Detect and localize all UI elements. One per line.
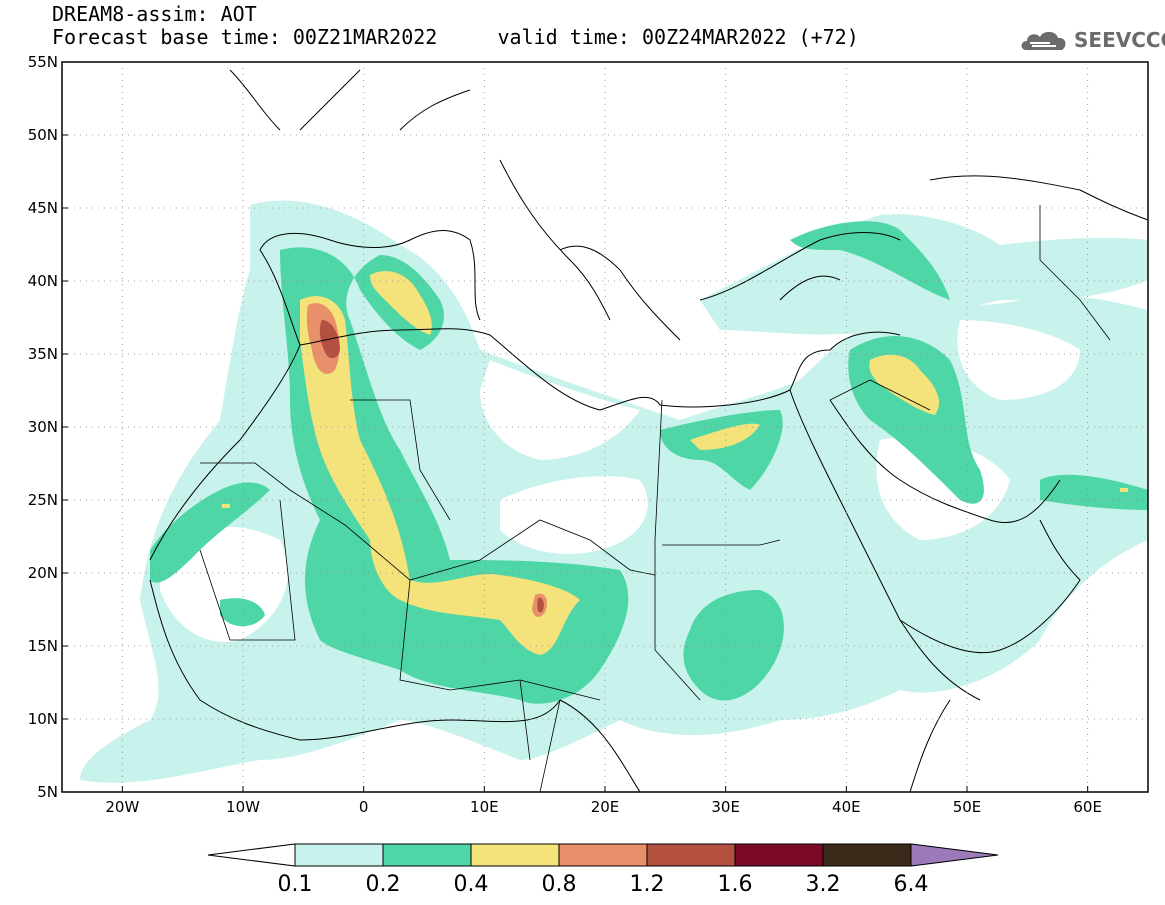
lon-tick-label: 10W <box>226 798 260 816</box>
colorbar-box <box>294 843 384 867</box>
colorbar-level-label: 6.4 <box>894 872 929 897</box>
colorbar-box <box>470 843 560 867</box>
lat-tick-label: 30N <box>28 418 58 436</box>
lat-tick-label: 10N <box>28 710 58 728</box>
lat-tick-label: 5N <box>37 783 58 801</box>
colorbar-level-label: 1.2 <box>630 872 665 897</box>
coastlines <box>149 69 1148 792</box>
colorbar-level-label: 3.2 <box>806 872 841 897</box>
lon-tick-label: 30E <box>711 798 740 816</box>
lat-tick-label: 25N <box>28 491 58 509</box>
gridlines <box>62 62 1148 792</box>
seevccc-logo: SEEVCCC <box>1018 24 1165 56</box>
lat-tick-label: 15N <box>28 637 58 655</box>
lat-tick-label: 40N <box>28 272 58 290</box>
colorbar-box <box>382 843 472 867</box>
lon-tick-label: 20E <box>591 798 620 816</box>
clear-areas <box>160 320 1080 642</box>
lon-tick-label: 60E <box>1073 798 1102 816</box>
colorbar-box <box>734 843 824 867</box>
aot-map: 55N 50N 45N 40N 35N 30N 25N 20N 15N 10N 5N 20W 10W 0… <box>28 53 1149 816</box>
forecast-times: Forecast base time: 00Z21MAR2022 valid t… <box>52 25 859 49</box>
lon-tick-label: 50E <box>953 798 982 816</box>
colorbar-level-label: 0.8 <box>542 872 577 897</box>
lat-tick-label: 45N <box>28 199 58 217</box>
colorbar-level-label: 0.4 <box>454 872 489 897</box>
map-title: DREAM8-assim: AOT <box>52 2 257 26</box>
latitude-labels: 55N 50N 45N 40N 35N 30N 25N 20N 15N 10N 5N <box>28 53 68 801</box>
lat-tick-label: 20N <box>28 564 58 582</box>
lat-tick-label: 50N <box>28 126 58 144</box>
lon-tick-label: 0 <box>359 798 369 816</box>
colorbar-level-label: 1.6 <box>718 872 753 897</box>
colorbar-level-label: 0.2 <box>366 872 401 897</box>
lon-tick-label: 40E <box>832 798 861 816</box>
lat-tick-label: 35N <box>28 345 58 363</box>
colorbar-box <box>822 843 912 867</box>
colorbar-box <box>558 843 648 867</box>
lon-tick-label: 10E <box>470 798 499 816</box>
colorbar-low-arrow <box>207 843 296 867</box>
aot-colorbar: 0.1 0.2 0.4 0.8 1.2 1.6 3.2 6.4 <box>207 843 999 897</box>
longitude-labels: 20W 10W 0 10E 20E 30E 40E 50E 60E <box>105 786 1102 816</box>
cloud-icon <box>1021 31 1066 50</box>
logo-text: SEEVCCC <box>1074 28 1165 52</box>
country-borders <box>199 205 1111 792</box>
lat-tick-label: 55N <box>28 53 58 71</box>
colorbar-box <box>646 843 736 867</box>
lon-tick-label: 20W <box>105 798 139 816</box>
colorbar-high-arrow <box>910 843 999 867</box>
colorbar-level-label: 0.1 <box>278 872 313 897</box>
